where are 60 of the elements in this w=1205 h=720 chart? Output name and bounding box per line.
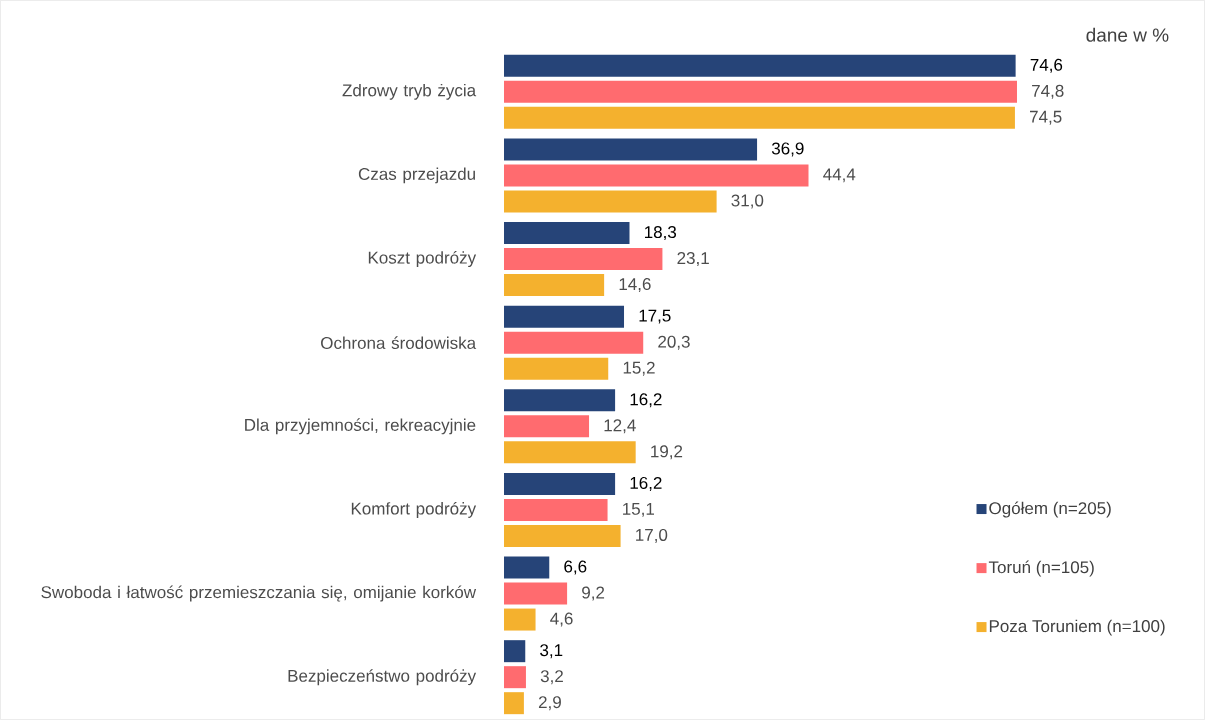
data-label: 2,9: [538, 696, 561, 711]
y-tick-label: Swoboda i łatwość przemieszczania się, omijanie korków: [41, 585, 477, 602]
data-label: 12,4: [604, 419, 636, 434]
data-label: 74,6: [1030, 58, 1063, 73]
data-label: 3,2: [540, 670, 563, 685]
legend-label: Poza Toruniem (n=100): [989, 619, 1165, 636]
y-tick-label: Dla przyjemności, rekreacyjnie: [245, 418, 476, 435]
data-label: 44,4: [823, 168, 856, 183]
legend-label: Toruń (n=105): [988, 560, 1094, 577]
bar: [504, 331, 644, 354]
bar: [504, 472, 616, 495]
data-label: 18,3: [645, 226, 677, 241]
bar: [504, 692, 524, 715]
data-label: 74,5: [1030, 110, 1062, 125]
bar: [504, 222, 630, 245]
bar: [504, 106, 1015, 129]
bar: [504, 274, 605, 297]
y-tick-label: Czas przejazdu: [358, 167, 475, 184]
bar: [504, 441, 636, 464]
legend-label: Ogółem (n=205): [989, 501, 1111, 518]
bar: [504, 54, 1016, 77]
data-label: 31,0: [731, 194, 764, 209]
bar: [504, 666, 526, 689]
y-tick-label: Komfort podróży: [351, 501, 477, 518]
bar: [504, 248, 663, 271]
data-label: 3,1: [540, 644, 563, 659]
y-tick-label: Koszt podróży: [368, 251, 477, 268]
bar: [504, 556, 550, 579]
bar: [504, 80, 1017, 103]
bar: [504, 582, 568, 605]
y-tick-label: Zdrowy tryb życia: [342, 83, 477, 100]
data-label: 36,9: [771, 142, 804, 157]
data-label: 4,6: [550, 612, 573, 627]
data-label: 16,2: [630, 393, 662, 408]
data-label: 16,2: [630, 476, 662, 491]
data-label: 17,5: [639, 309, 671, 324]
data-label: 23,1: [677, 252, 709, 267]
data-label: 20,3: [658, 335, 690, 350]
text: dane w %: [1086, 27, 1169, 42]
bar: [504, 524, 621, 547]
bar: [504, 415, 590, 438]
data-label: 19,2: [651, 445, 683, 460]
data-label: 17,0: [636, 528, 668, 543]
bar: [504, 138, 758, 161]
y-tick-label: Bezpieczeństwo podróży: [288, 669, 477, 686]
bar: [504, 357, 609, 380]
data-label: 14,6: [619, 278, 651, 293]
data-label: 15,2: [623, 361, 655, 376]
bar: [504, 389, 616, 412]
bar: [504, 305, 625, 328]
data-label: 9,2: [582, 586, 605, 601]
bar: [504, 498, 608, 521]
bar: [504, 608, 536, 631]
data-label: 74,8: [1032, 84, 1064, 99]
y-tick-label: Ochrona środowiska: [321, 336, 477, 350]
bar: [504, 640, 526, 663]
bar: [504, 164, 809, 187]
data-label: 15,1: [623, 502, 655, 517]
data-label: 6,6: [564, 560, 587, 575]
bar: [504, 190, 717, 213]
